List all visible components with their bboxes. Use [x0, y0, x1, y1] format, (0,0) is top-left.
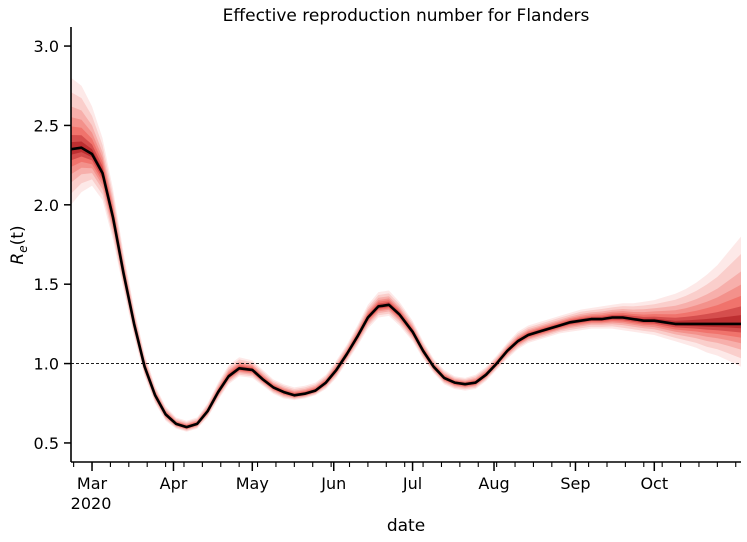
chart-title: Effective reproduction number for Flande…: [223, 6, 590, 26]
y-axis-label-main: R: [8, 253, 28, 265]
y-tick-label: 1.0: [34, 355, 59, 374]
x-tick-label: Sep: [560, 474, 590, 493]
median-series-line: [71, 146, 741, 429]
band-level-4: [71, 126, 741, 429]
band-level-3: [71, 117, 741, 430]
x-axis-minor-ticks: [73, 462, 737, 467]
band-level-2: [71, 106, 741, 430]
band-level-0: [71, 77, 741, 432]
y-tick-label: 0.5: [34, 434, 59, 453]
x-tick-label: Mar: [77, 474, 108, 493]
x-tick-label: May: [236, 474, 269, 493]
band-level-5: [71, 135, 741, 428]
x-tick-label: Apr: [160, 474, 188, 493]
band-level-6: [71, 141, 741, 428]
x-tick-label: Jun: [320, 474, 346, 493]
x-tick-sublabel: 2020: [71, 494, 112, 513]
uncertainty-band: [71, 77, 741, 432]
y-tick-label: 2.0: [34, 196, 59, 215]
band-level-1: [71, 92, 741, 431]
y-axis-label: Re(t): [8, 225, 30, 264]
y-tick-label: 2.5: [34, 116, 59, 135]
y-axis-label-tail: (t): [8, 225, 28, 245]
y-axis-label-sub: e: [16, 245, 30, 252]
x-axis-label: date: [387, 516, 425, 536]
y-tick-label: 1.5: [34, 275, 59, 294]
x-tick-label: Aug: [478, 474, 509, 493]
y-tick-label: 3.0: [34, 37, 59, 56]
y-axis-ticks: 0.5 1.0 1.5 2.0 2.5 3.0: [34, 37, 71, 453]
x-tick-label: Jul: [402, 474, 422, 493]
x-tick-label: Oct: [640, 474, 668, 493]
